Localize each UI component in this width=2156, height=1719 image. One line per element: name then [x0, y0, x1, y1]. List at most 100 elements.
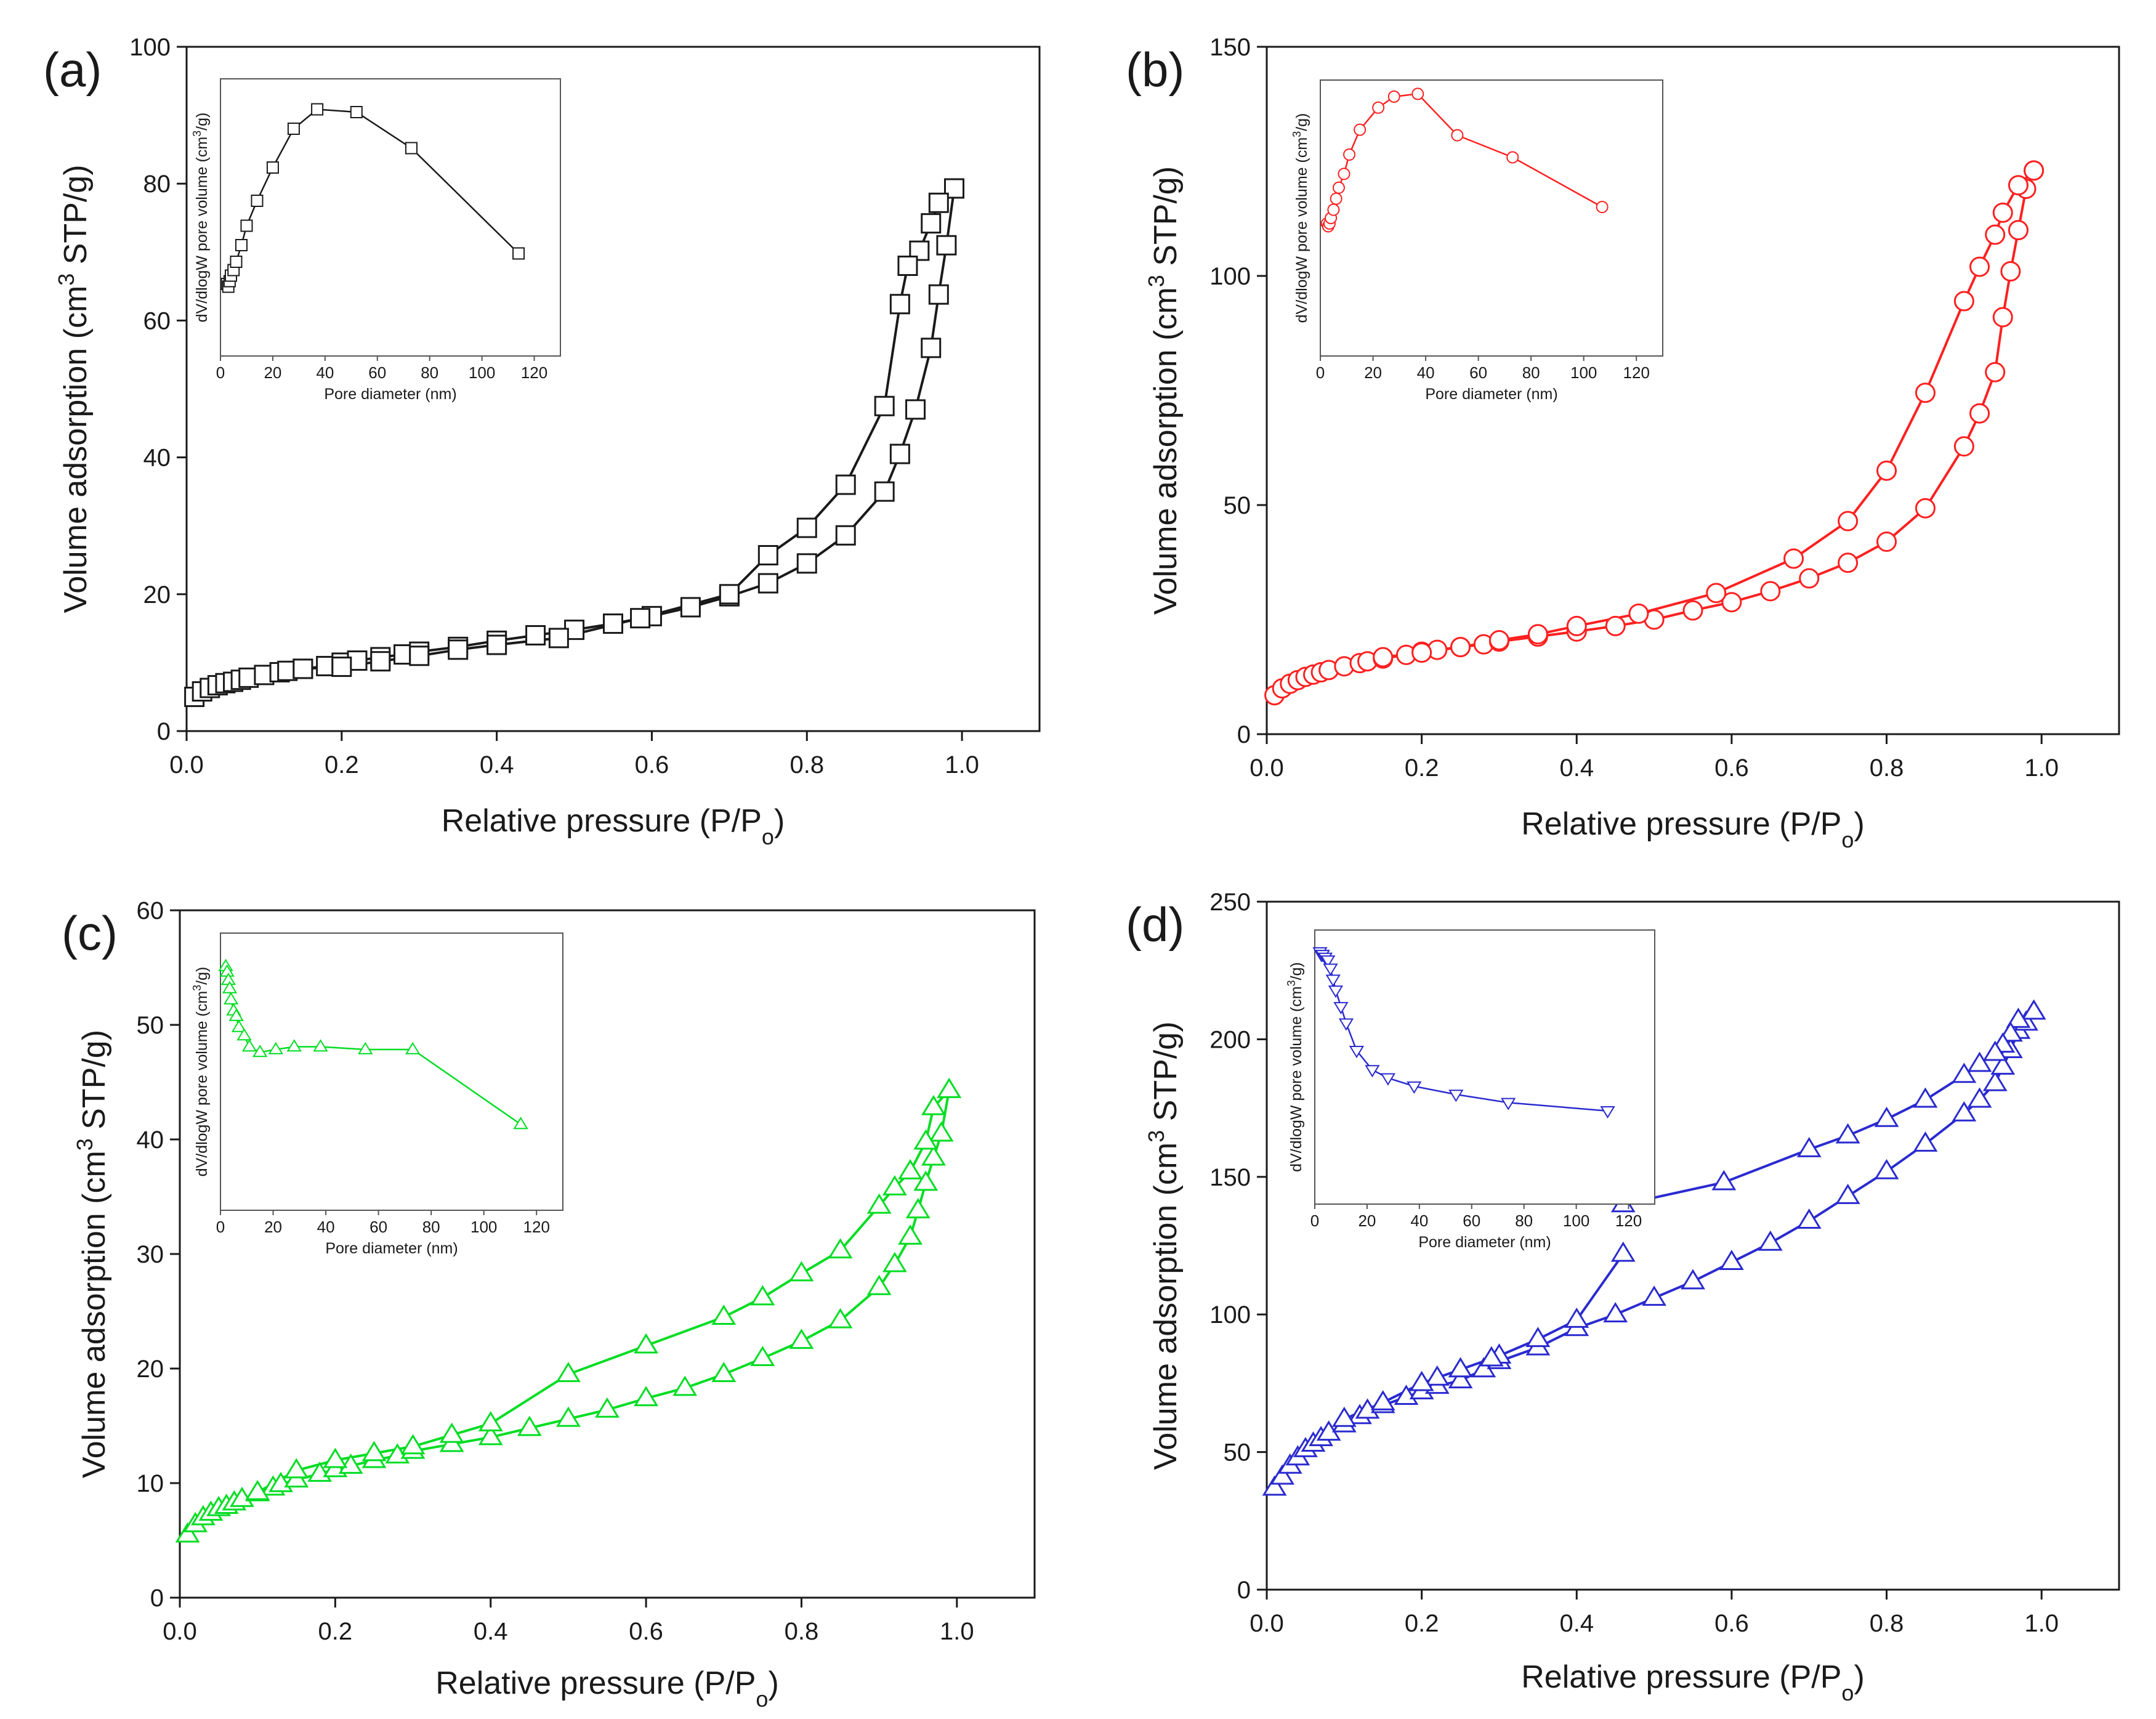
data-point-desorption-low [1564, 1307, 1589, 1328]
inset-y-axis-title: dV/dlogW pore volume (cm3/g) [1291, 113, 1310, 323]
data-point-adsorption [928, 284, 949, 305]
y-tick-label: 40 [143, 445, 171, 472]
data-point-adsorption [796, 553, 817, 574]
y-tick-label: 50 [1224, 492, 1251, 519]
data-point-desorption [1967, 1051, 1992, 1072]
y-axis-title-main: Volume adsorption (cm [58, 286, 94, 613]
data-point-desorption [835, 474, 856, 495]
inset-y-axis-title-sup: 3 [1285, 980, 1298, 986]
inset-data-point [286, 1039, 302, 1052]
inset-frame [220, 932, 563, 1211]
data-point-adsorption [555, 1406, 581, 1427]
y-axis-title-main: Volume adsorption (cm [1148, 287, 1184, 615]
data-point-adsorption [525, 625, 546, 645]
data-point-adsorption [603, 613, 623, 634]
x-tick-label: 0.8 [1870, 754, 1904, 782]
data-point-desorption [1373, 647, 1394, 668]
y-tick-label: 200 [1209, 1026, 1251, 1053]
data-point-adsorption [1758, 1230, 1783, 1251]
inset-data-point [1411, 87, 1424, 100]
data-point-adsorption [1876, 532, 1897, 552]
inset-data-point [1330, 192, 1342, 205]
inset-data-point [1448, 1090, 1464, 1102]
y-axis-title-sup: 3 [72, 1138, 97, 1151]
y-axis-title: Volume adsorption (cm3 STP/g) [1144, 166, 1184, 615]
inset-data-point [1600, 1106, 1615, 1118]
data-point-desorption [921, 1094, 946, 1115]
data-point-adsorption [1721, 592, 1742, 613]
data-point-desorption [1711, 1170, 1737, 1191]
inset-x-tick-label: 100 [1570, 363, 1597, 382]
x-axis-title-main: Relative pressure (P/P [1521, 1659, 1841, 1695]
data-point-adsorption [789, 1329, 814, 1349]
y-tick-label: 20 [137, 1356, 164, 1383]
data-point-desorption [448, 639, 469, 660]
data-point-adsorption [1835, 1183, 1860, 1204]
inset-x-tick-label: 60 [369, 1218, 387, 1236]
inset-data-point [1327, 203, 1340, 216]
data-point-adsorption [936, 235, 957, 256]
data-point-adsorption [828, 1308, 853, 1329]
inset-data-point [1338, 168, 1351, 180]
inset-x-tick-label: 20 [1358, 1211, 1376, 1230]
data-point-adsorption [1953, 436, 1974, 457]
data-point-adsorption [889, 443, 910, 464]
data-point-desorption [1783, 548, 1804, 569]
x-axis-title-end: ) [1854, 806, 1864, 842]
y-tick-label: 50 [137, 1012, 164, 1039]
x-tick-label: 1.0 [940, 1618, 974, 1645]
inset-x-tick-label: 120 [1615, 1211, 1642, 1230]
x-tick-label: 0.6 [635, 751, 669, 779]
data-point-adsorption [711, 1362, 737, 1383]
data-point-adsorption [1681, 1269, 1705, 1290]
inset-x-tick-label: 0 [1310, 1211, 1319, 1230]
data-point-desorption [889, 294, 910, 315]
inset-data-point [1596, 201, 1609, 214]
y-axis-title-sup: 3 [1144, 1130, 1169, 1143]
data-point-desorption [1706, 583, 1727, 604]
data-point-desorption [2006, 1007, 2031, 1028]
data-point-adsorption [1952, 1101, 1977, 1122]
inset-data-point [512, 247, 525, 260]
x-tick-label: 0.0 [1250, 754, 1284, 782]
data-point-desorption [361, 1441, 387, 1462]
inset-data-point [1338, 1018, 1354, 1031]
data-point-desorption [2024, 160, 2045, 181]
y-tick-label: 100 [1209, 1301, 1251, 1329]
inset-data-point [1333, 1001, 1349, 1014]
data-point-desorption-low [1409, 1370, 1434, 1391]
inset-data-point [287, 123, 300, 135]
data-point-adsorption [338, 1453, 363, 1474]
inset-x-tick-label: 100 [1563, 1211, 1589, 1230]
data-point-desorption [928, 192, 949, 213]
x-axis-title-end: ) [768, 1665, 778, 1701]
x-axis-title-sub: o [756, 1686, 768, 1712]
data-point-adsorption [1642, 1285, 1667, 1306]
inset-data-point [1325, 974, 1341, 987]
inset-data-point [1354, 123, 1367, 136]
data-point-adsorption [1967, 1087, 1992, 1108]
data-point-desorption [1915, 382, 1936, 403]
inset-data-point [223, 992, 239, 1005]
inset-data-point [1323, 963, 1338, 976]
series-line-desorption-low [1344, 1253, 1625, 1420]
data-point-desorption [1411, 642, 1432, 663]
y-tick-label: 0 [1237, 721, 1251, 748]
data-point-adsorption [1270, 1464, 1295, 1485]
data-point-adsorption [1605, 615, 1626, 636]
y-tick-label: 60 [143, 307, 171, 334]
data-point-desorption-low [1479, 1346, 1504, 1367]
inset-data-point [513, 1117, 528, 1130]
inset-data-point [230, 256, 243, 268]
inset-chart: 0 20 40 60 80 100 120 Pore diameter (nm) dV/dlog… [191, 78, 561, 403]
x-tick-label: 0.2 [325, 751, 359, 779]
inset-y-axis-title-sup: 3 [191, 131, 203, 137]
data-point-adsorption [866, 1274, 892, 1295]
inset-data-point [268, 1042, 283, 1054]
inset-y-axis-title-end: /g) [1293, 113, 1310, 131]
data-point-desorption [548, 628, 569, 649]
data-point-desorption [750, 1285, 775, 1306]
panel-d: 0.0 0.2 0.4 0.6 0.8 1.0050100150200250Relativ… [1126, 889, 2120, 1705]
data-point-adsorption [2000, 261, 2021, 282]
inset-data-point [251, 195, 264, 207]
